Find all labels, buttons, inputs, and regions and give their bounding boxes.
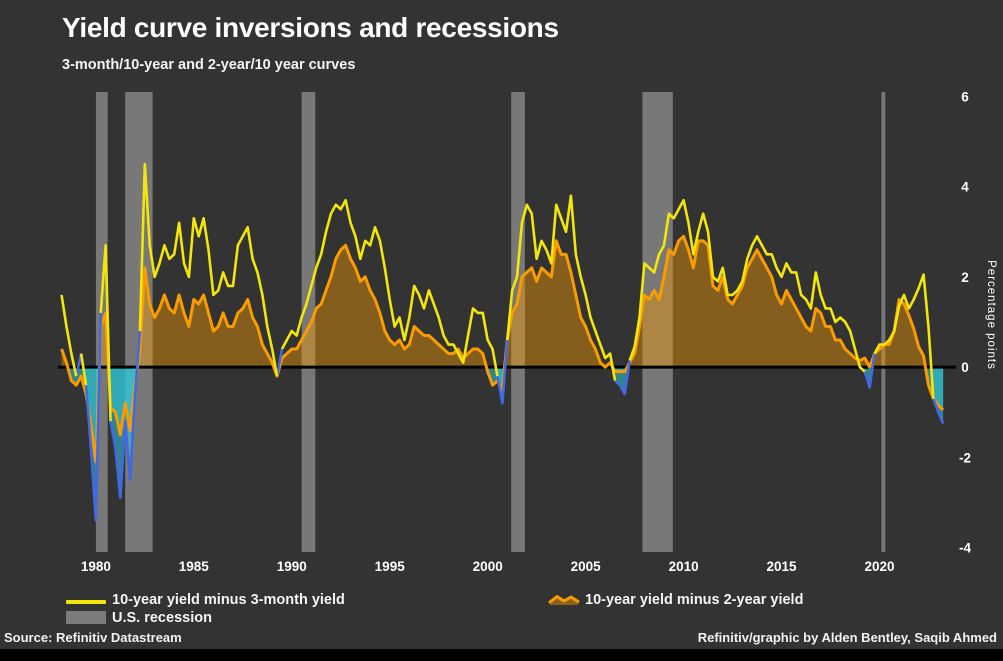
legend-item-recession: U.S. recession [112, 610, 212, 626]
y-tick-label: 2 [961, 270, 969, 285]
legend-swatch-recession [66, 611, 106, 624]
series-10y3m-line-positive [60, 162, 935, 422]
recession-band [511, 92, 525, 552]
x-tick-label: 2015 [766, 559, 797, 574]
series-10y3m-line-negative [74, 312, 945, 522]
y-tick-label: 6 [961, 90, 969, 105]
legend-label-10y-2y: 10-year yield minus 2-year yield [585, 592, 804, 608]
x-tick-label: 1980 [81, 559, 111, 574]
legend-item-10y-3m: 10-year yield minus 3-month yield [112, 592, 345, 608]
legend-swatch-10y-3m [66, 600, 106, 604]
y-tick-label: -4 [959, 541, 971, 556]
x-tick-label: 2005 [571, 559, 602, 574]
x-tick-label: 2020 [864, 559, 894, 574]
credit-note: Refinitiv/graphic by Alden Bentley, Saqi… [697, 630, 997, 645]
x-tick-label: 1990 [277, 559, 307, 574]
x-tick-label: 1995 [375, 559, 406, 574]
source-note: Source: Refinitiv Datastream [4, 630, 182, 645]
series-10y2y-area-positive [61, 236, 926, 368]
recession-band [301, 92, 316, 552]
legend-item-10y-2y: 10-year yield minus 2-year yield [585, 592, 803, 608]
chart-title: Yield curve inversions and recessions [62, 12, 559, 43]
wave-icon [548, 595, 580, 605]
legend-swatch-10y-2y [548, 592, 580, 612]
y-tick-label: 4 [961, 180, 969, 195]
chart-subtitle: 3-month/10-year and 2-year/10 year curve… [62, 57, 356, 73]
legend-label-10y-3m: 10-year yield minus 3-month yield [112, 592, 345, 608]
x-tick-label: 2000 [473, 559, 503, 574]
x-tick-label: 1985 [179, 559, 210, 574]
recession-band [881, 92, 886, 552]
bottom-bar [0, 649, 1003, 661]
y-tick-label: -2 [959, 450, 971, 465]
legend-label-recession: U.S. recession [112, 610, 212, 626]
recession-band [642, 92, 673, 552]
y-axis-title: Percentage points [985, 260, 997, 370]
x-tick-label: 2010 [669, 559, 699, 574]
y-tick-label: 0 [961, 360, 969, 375]
